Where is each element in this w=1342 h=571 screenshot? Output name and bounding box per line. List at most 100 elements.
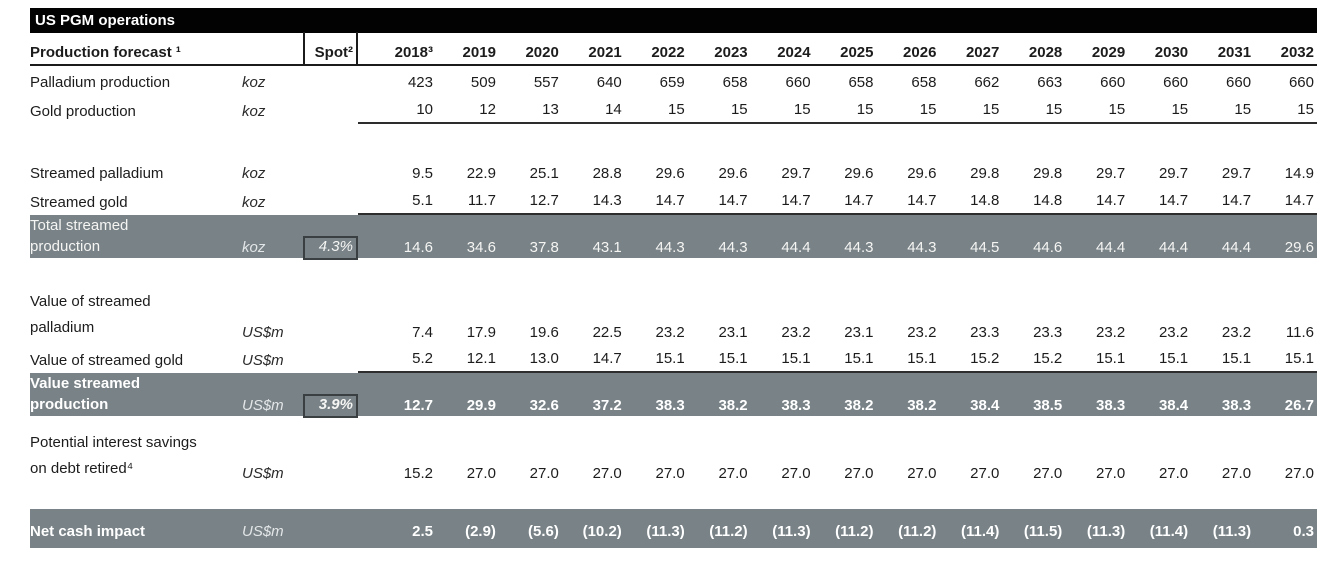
year-header: 2021 xyxy=(588,44,622,61)
year-header: 2022 xyxy=(651,44,685,61)
value-cell: 10 xyxy=(358,101,436,124)
value-cell: 29.6 xyxy=(844,165,874,182)
value-cell: 14.6 xyxy=(403,239,433,256)
value-cell: 14.7 xyxy=(687,192,751,215)
value-cell: 29.8 xyxy=(970,165,1000,182)
value-cell: 12.7 xyxy=(498,192,562,215)
row-label: Value of streamed gold xyxy=(30,352,184,369)
spacer-row xyxy=(30,124,1317,157)
value-cell: 38.3 xyxy=(1221,397,1252,414)
spot-header: Spot² xyxy=(303,32,358,64)
value-cell: 15.1 xyxy=(876,350,940,373)
row-label-line: palladium xyxy=(30,319,95,336)
row-label: Net cash impact xyxy=(30,523,146,540)
value-cell: 38.4 xyxy=(1158,397,1189,414)
value-cell: 5.1 xyxy=(358,192,436,215)
row-spot xyxy=(303,369,358,373)
value-cell: 29.7 xyxy=(1158,165,1189,182)
row-spot xyxy=(303,182,358,186)
value-cell: (11.3) xyxy=(772,523,811,540)
value-cell: 660 xyxy=(1100,74,1126,91)
value-cell: 660 xyxy=(1226,74,1252,91)
value-cell: 27.0 xyxy=(1096,465,1126,482)
value-cell: 14.3 xyxy=(561,192,625,215)
value-cell: 15.1 xyxy=(1128,350,1192,373)
value-cell: (11.2) xyxy=(709,523,748,540)
row-label: Palladium production xyxy=(30,74,171,91)
value-cell: (11.4) xyxy=(960,523,1000,540)
value-cell: 663 xyxy=(1037,74,1063,91)
value-cell: 658 xyxy=(848,74,874,91)
row-label-line: Total streamed xyxy=(30,217,129,234)
value-cell: 25.1 xyxy=(529,165,559,182)
year-header: 2024 xyxy=(777,44,811,61)
value-cell: 14.7 xyxy=(813,192,877,215)
value-cell: 5.2 xyxy=(358,350,436,373)
header-row: Production forecast ¹ Spot² 2018³ 2019 2020 2… xyxy=(30,32,1317,66)
value-cell: 660 xyxy=(1163,74,1189,91)
row-label: Total streamed production xyxy=(30,215,242,260)
value-cell: (5.6) xyxy=(528,523,559,540)
row-streamed-palladium: Streamed palladium koz 9.5 22.9 25.1 28.8 29.6… xyxy=(30,157,1317,186)
value-cell: 7.4 xyxy=(412,324,433,341)
value-cell: 11.7 xyxy=(436,192,499,215)
value-cell: 22.5 xyxy=(592,324,622,341)
value-cell: 37.8 xyxy=(529,239,559,256)
value-cell: 29.8 xyxy=(1033,165,1063,182)
value-cell: 44.4 xyxy=(781,239,811,256)
value-cell: (11.2) xyxy=(835,523,874,540)
value-cell: 15 xyxy=(624,101,688,124)
value-cell: 38.2 xyxy=(844,397,874,414)
row-value-streamed-production: Value streamed production US$m 3.9% 12.7 29.9… xyxy=(30,373,1317,418)
row-unit: koz xyxy=(242,194,266,211)
row-label-line: Value of streamed xyxy=(30,293,151,310)
value-cell: 29.7 xyxy=(1096,165,1126,182)
value-cell: 43.1 xyxy=(592,239,622,256)
table-title: US PGM operations xyxy=(35,12,176,29)
value-cell: 660 xyxy=(785,74,811,91)
value-cell: 32.6 xyxy=(529,397,559,414)
row-unit: koz xyxy=(242,165,266,182)
row-label: Value of streamed palladium xyxy=(30,289,242,345)
row-value-streamed-palladium: Value of streamed palladium US$m 7.4 17.9 19.… xyxy=(30,289,1317,344)
value-cell: 423 xyxy=(407,74,433,91)
value-cell: 38.3 xyxy=(1096,397,1126,414)
year-header: 2028 xyxy=(1028,44,1063,61)
table-title-bar: US PGM operations xyxy=(30,8,1317,33)
value-cell: (11.2) xyxy=(898,523,937,540)
value-cell: 27.0 xyxy=(1158,465,1189,482)
value-cell: 38.2 xyxy=(907,397,937,414)
spot-value-box: 3.9% xyxy=(303,394,358,418)
production-forecast-header: Production forecast ¹ xyxy=(30,44,181,61)
value-cell: 14.8 xyxy=(939,192,1003,215)
value-cell: 22.9 xyxy=(466,165,496,182)
year-header: 2030 xyxy=(1154,44,1189,61)
row-total-streamed-production: Total streamed production koz 4.3% 14.6 34.6 3… xyxy=(30,215,1317,260)
row-label: Streamed gold xyxy=(30,194,128,211)
value-cell: 13 xyxy=(498,101,562,124)
value-cell: 29.6 xyxy=(1284,239,1314,256)
row-spot xyxy=(303,341,358,345)
value-cell: 38.2 xyxy=(718,397,748,414)
row-unit: koz xyxy=(242,103,266,120)
value-cell: 38.5 xyxy=(1033,397,1063,414)
row-streamed-gold: Streamed gold koz 5.1 11.7 12.7 14.3 14.7 14.7 1… xyxy=(30,186,1317,215)
value-cell: 27.0 xyxy=(907,465,937,482)
value-cell: (11.3) xyxy=(646,523,685,540)
value-cell: 15.2 xyxy=(403,465,433,482)
value-cell: 27.0 xyxy=(844,465,874,482)
value-cell: 14.7 xyxy=(624,192,688,215)
pgm-operations-table: US PGM operations Production forecast ¹ S… xyxy=(30,8,1317,548)
value-cell: 14.7 xyxy=(1191,192,1255,215)
value-cell: 27.0 xyxy=(1033,465,1063,482)
year-header: 2023 xyxy=(714,44,748,61)
row-spot xyxy=(303,211,358,215)
value-cell: 0.3 xyxy=(1293,523,1314,540)
value-cell: 15.1 xyxy=(1254,350,1317,373)
value-cell: 23.2 xyxy=(655,324,685,341)
value-cell: 15.1 xyxy=(1065,350,1129,373)
value-cell: 9.5 xyxy=(412,165,433,182)
spacer-row xyxy=(30,485,1317,509)
value-cell: 27.0 xyxy=(1221,465,1252,482)
value-cell: 14.7 xyxy=(561,350,625,373)
